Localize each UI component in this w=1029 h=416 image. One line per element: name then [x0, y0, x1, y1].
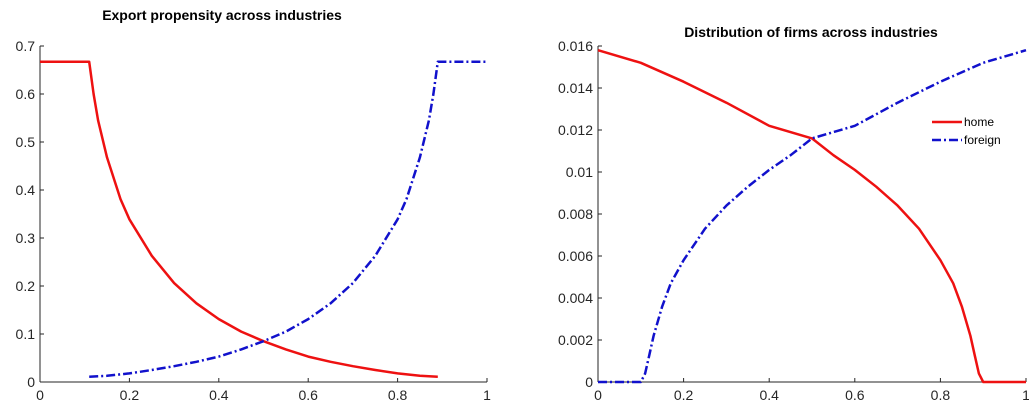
x-tick-label: 0.2	[120, 387, 140, 403]
x-tick-label: 1	[483, 387, 491, 403]
y-tick-label: 0.5	[16, 134, 36, 150]
x-tick-label: 0	[594, 387, 602, 403]
x-tick-label: 0.8	[931, 387, 951, 403]
chart-title: Export propensity across industries	[102, 7, 342, 23]
x-tick-label: 0.6	[845, 387, 865, 403]
x-tick-label: 0.2	[674, 387, 694, 403]
y-tick-label: 0.014	[558, 80, 593, 96]
x-tick-label: 0.6	[298, 387, 318, 403]
y-tick-label: 0.012	[558, 122, 593, 138]
y-tick-label: 0.004	[558, 290, 593, 306]
y-tick-label: 0.002	[558, 332, 593, 348]
chart-2: 0 0.2 0.4 0.6 0.8 1 0 0.002 0.004 0.006 0.008 0.01 0…	[558, 24, 1029, 403]
series-line-series-1	[40, 60, 438, 378]
x-tick-label: 0.4	[209, 387, 229, 403]
y-tick-label: 0	[585, 374, 593, 390]
legend: home foreign	[932, 115, 1001, 147]
y-tick-label: 0.1	[16, 326, 36, 342]
y-tick-label: 0.006	[558, 248, 593, 264]
series-line-series-2	[89, 60, 487, 378]
y-tick-label: 0.016	[558, 38, 593, 54]
y-tick-label: 0.4	[16, 182, 36, 198]
x-tick-label: 0	[36, 387, 44, 403]
chart-title: Distribution of firms across industries	[684, 24, 938, 40]
x-tick-label: 0.4	[759, 387, 779, 403]
chart-1: 0 0.2 0.4 0.6 0.8 1 0 0.1 0.2 0.3 0.4 0.5 0.6 0.7 Expo…	[16, 7, 492, 403]
y-tick-label: 0.008	[558, 206, 593, 222]
y-tick-label: 0.01	[566, 164, 593, 180]
legend-label-home: home	[964, 115, 994, 129]
y-tick-label: 0	[27, 374, 35, 390]
y-tick-label: 0.2	[16, 278, 36, 294]
x-tick-label: 0.8	[388, 387, 408, 403]
legend-label-foreign: foreign	[964, 133, 1001, 147]
x-tick-label: 1	[1022, 387, 1029, 403]
series-line-home	[597, 49, 1026, 384]
y-tick-label: 0.3	[16, 230, 36, 246]
y-tick-label: 0.7	[16, 38, 36, 54]
y-tick-label: 0.6	[16, 86, 36, 102]
series-line-foreign	[598, 49, 1027, 384]
